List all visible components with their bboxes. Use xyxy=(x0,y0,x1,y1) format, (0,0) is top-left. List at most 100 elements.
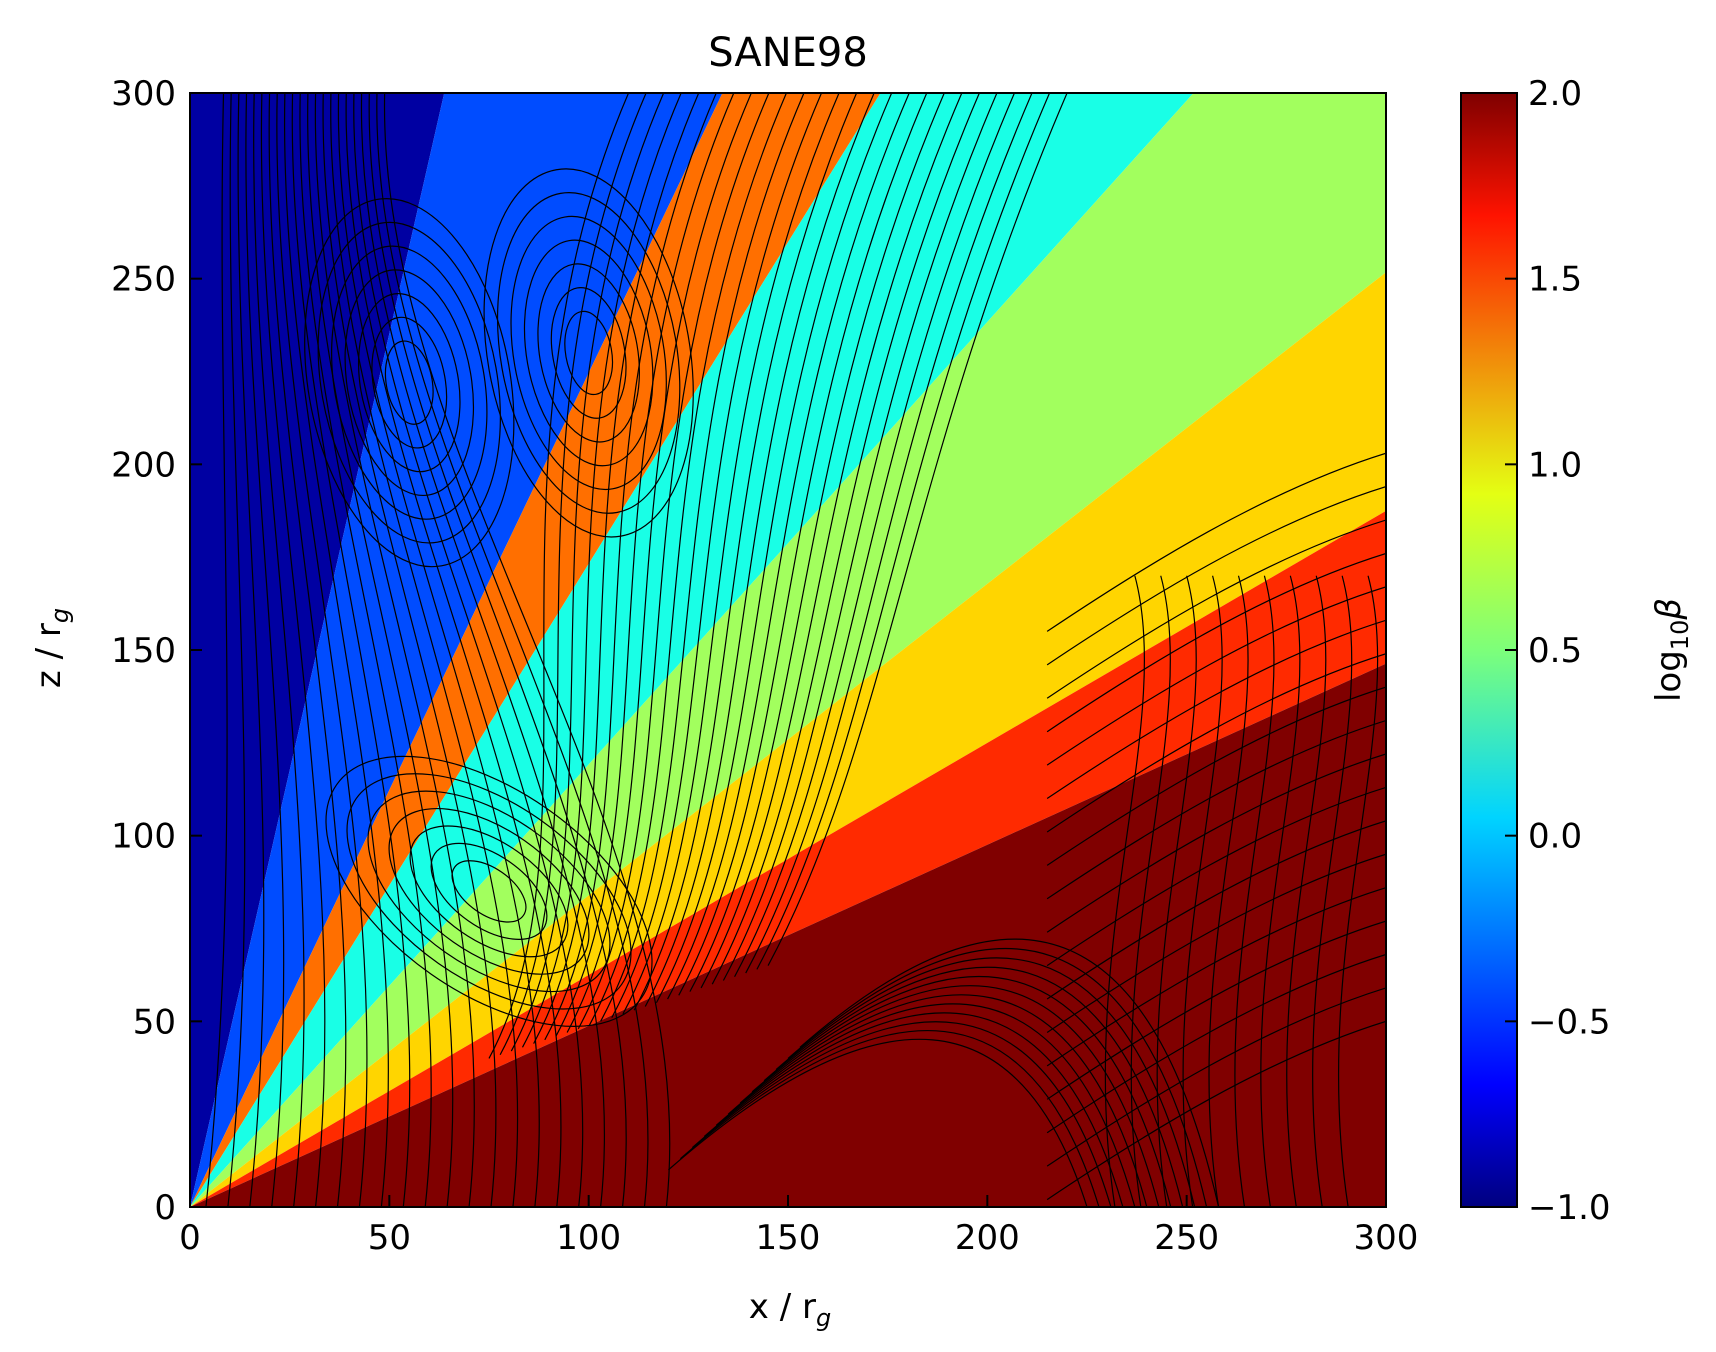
streamline xyxy=(1312,575,1353,1207)
streamline-vortex xyxy=(367,790,611,993)
streamline xyxy=(644,93,875,1007)
streamline xyxy=(763,966,1184,1207)
streamline xyxy=(734,93,1015,978)
streamline xyxy=(1208,575,1249,1207)
streamline xyxy=(345,93,562,1207)
streamline xyxy=(291,93,411,1207)
streamline xyxy=(276,93,368,1207)
streamline xyxy=(1046,486,1386,666)
x-axis-label-base: x / r xyxy=(749,1287,816,1327)
streamline xyxy=(384,93,671,1207)
streamline xyxy=(330,93,519,1207)
streamline xyxy=(600,93,805,1022)
streamline xyxy=(555,93,735,1037)
streamline xyxy=(577,93,770,1030)
streamline xyxy=(488,93,630,1059)
colorbar-ticks: 2.0 1.5 1.0 0.5 0.0 −0.5 −1.0 xyxy=(1505,74,1611,1228)
streamline xyxy=(655,93,893,1004)
streamline xyxy=(767,93,1068,966)
heatmap xyxy=(190,93,1386,1207)
streamline-vortex xyxy=(496,192,681,514)
streamline xyxy=(1046,452,1386,632)
y-tick-label: 0 xyxy=(154,1188,176,1228)
streamline xyxy=(227,93,246,1207)
colorbar-tick-label: 1.0 xyxy=(1528,445,1582,485)
streamline-vortex xyxy=(523,239,654,467)
streamline-vortex xyxy=(371,316,448,449)
streamline xyxy=(611,93,823,1018)
streamline-vortex xyxy=(304,198,515,568)
y-axis-label: z / rg xyxy=(29,608,74,688)
streamline xyxy=(711,93,980,985)
region-shear-layer xyxy=(190,510,1386,1207)
streamline xyxy=(1130,575,1171,1207)
streamline-vortex xyxy=(451,860,527,923)
streamline-vortex xyxy=(331,245,488,520)
streamline xyxy=(1046,753,1386,933)
streamline xyxy=(689,93,945,992)
streamline xyxy=(622,93,840,1015)
streamline-vortex xyxy=(317,221,501,544)
streamline xyxy=(253,93,305,1207)
colorbar-label: log10β xyxy=(1649,598,1694,702)
streamline xyxy=(376,93,649,1207)
x-tick-label: 300 xyxy=(1354,1218,1419,1258)
streamline xyxy=(1046,619,1386,800)
streamline xyxy=(299,93,432,1207)
streamline xyxy=(1046,686,1386,866)
region-wind-mid xyxy=(190,93,1386,1207)
streamline-vortex xyxy=(550,287,627,419)
colorbar-label-sub: 10 xyxy=(1666,620,1694,651)
streamline xyxy=(566,93,752,1033)
streamline-vortex xyxy=(510,215,667,491)
streamline xyxy=(703,1012,1124,1207)
streamline-vortex xyxy=(388,807,590,975)
streamline xyxy=(1338,575,1379,1207)
streamline xyxy=(1046,653,1386,833)
streamline xyxy=(1046,887,1386,1067)
streamline xyxy=(260,93,326,1207)
x-tick-label: 250 xyxy=(1154,1218,1219,1258)
chart-title: SANE98 xyxy=(708,30,868,76)
x-tick-label: 0 xyxy=(179,1218,201,1258)
streamline xyxy=(307,93,454,1207)
streamline xyxy=(245,93,285,1207)
y-tick-label: 50 xyxy=(133,1002,176,1042)
x-tick-label: 50 xyxy=(368,1218,411,1258)
streamline xyxy=(337,93,540,1207)
streamline xyxy=(787,948,1208,1207)
streamline xyxy=(521,93,682,1048)
streamline xyxy=(745,93,1033,974)
streamline xyxy=(1046,920,1386,1100)
colorbar-tick-label: −0.5 xyxy=(1528,1002,1611,1042)
colorbar-tick-label: 1.5 xyxy=(1528,260,1582,300)
streamline xyxy=(1046,586,1386,766)
x-tick-label: 200 xyxy=(955,1218,1020,1258)
streamline xyxy=(1260,575,1301,1207)
streamline xyxy=(775,957,1196,1207)
x-axis-label: x / rg xyxy=(749,1287,831,1332)
streamline xyxy=(739,985,1160,1207)
y-tick-label: 250 xyxy=(111,260,176,300)
x-axis-label-sub: g xyxy=(816,1304,831,1332)
colorbar-tick-label: 0.0 xyxy=(1528,817,1582,857)
colorbar-label-base: log xyxy=(1649,650,1689,702)
streamline xyxy=(700,93,963,989)
streamline xyxy=(1046,853,1386,1033)
colorbar-tick-label: 2.0 xyxy=(1528,74,1582,114)
y-tick-label: 300 xyxy=(111,74,176,114)
y-tick-label: 200 xyxy=(111,445,176,485)
streamline xyxy=(205,93,228,1207)
streamline-vortex xyxy=(430,842,548,940)
streamline-vortex xyxy=(346,773,632,1010)
streamline-vortex xyxy=(357,292,461,473)
streamline xyxy=(283,93,389,1207)
y-axis: 0 50 100 150 200 250 300 xyxy=(111,74,202,1228)
streamline xyxy=(756,93,1051,970)
x-axis: 0 50 100 150 200 250 300 xyxy=(179,1195,1418,1258)
streamline-vortex xyxy=(537,263,640,443)
streamline xyxy=(1286,575,1327,1207)
streamline xyxy=(1046,519,1386,699)
x-tick-label: 100 xyxy=(556,1218,621,1258)
streamline xyxy=(368,93,627,1207)
